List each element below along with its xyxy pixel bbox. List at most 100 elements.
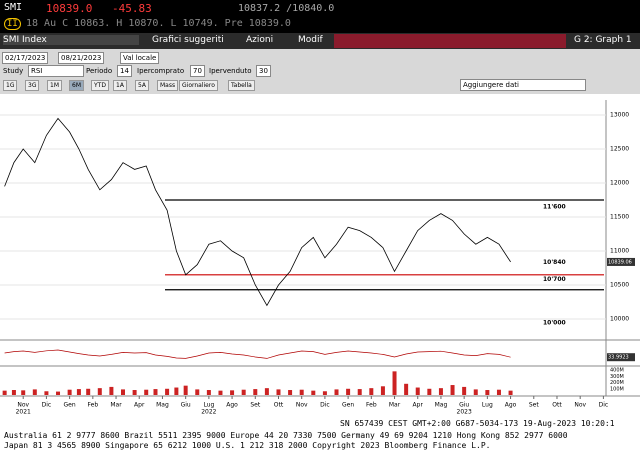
chart-bg [0,95,640,425]
y-tick-label: 11500 [610,214,629,221]
y-tick-label: 12000 [610,180,629,187]
last-price: 10839.0 [46,2,93,15]
range-button[interactable]: Giornaliero [179,80,218,91]
volume-bar [288,390,293,395]
volume-bar [264,388,269,395]
volume-bar [153,389,158,395]
status: SN 657439 CEST GMT+2:00 G687-5034-173 19… [340,419,615,428]
x-tick-label: Ott [552,402,562,409]
x-tick-label: Ago [226,402,238,409]
volume-bar [473,389,478,395]
volume-bar [508,390,513,395]
range-button[interactable]: 1M [47,80,62,91]
volume-bar [183,385,188,395]
quote-header: SMI 10839.0 -45.83 10837.2 /10840.0 II 1… [0,0,640,33]
range-button[interactable]: 1G [3,80,18,91]
last-label: 10839.06 [608,259,632,265]
volume-bar [253,389,258,395]
volume-bar [97,388,102,395]
x-tick-label: Dic [320,402,330,409]
volume-bar [392,371,397,395]
volume-bar [67,389,72,395]
rsi-line [4,349,511,359]
volume-bar [174,387,179,395]
y-tick-label: 13000 [610,112,629,119]
year-label: 2021 [16,409,31,416]
bid-ask: 10837.2 /10840.0 [238,3,335,14]
volume-bar [415,387,420,395]
volume-bar [195,389,200,395]
range-button[interactable]: 1A [113,80,127,91]
period[interactable]: 14 [117,65,132,77]
x-tick-label: Gen [64,402,76,409]
y-tick-label: 10500 [610,282,629,289]
x-tick-label: Nov [17,402,29,409]
ticker: SMI [4,2,23,13]
x-tick-label: Ago [505,402,517,409]
x-tick-label: Feb [88,402,99,409]
volume-tick-label: 300M [610,374,624,380]
flag: II [4,18,21,30]
volume-bar [496,389,501,395]
volume-bar [357,389,362,395]
volume-tick-label: 400M [610,368,624,374]
change: -45.83 [112,2,152,15]
study-label: Study [3,67,24,75]
volume-bar [44,391,49,395]
volume-bar [2,390,7,395]
volume-bar [218,390,223,395]
x-tick-label: Mag [435,402,448,409]
annotation: 10'840 [543,259,566,266]
os[interactable]: 30 [256,65,271,77]
volume-bar [144,389,149,395]
start-date[interactable]: 02/17/2023 [2,52,49,64]
currency[interactable]: Val locale [120,52,160,64]
menu[interactable]: Modif [298,35,323,45]
range-button[interactable]: 3G [25,80,40,91]
range-button[interactable]: Mass [157,80,179,91]
volume-bar [132,390,137,395]
volume-bar [299,389,304,395]
table-button[interactable]: Tabella [228,80,255,91]
study[interactable]: RSI [28,65,84,77]
x-tick-label: Giu [459,402,469,409]
menu[interactable]: Grafici suggeriti [152,35,224,45]
volume-bar [311,390,316,395]
x-tick-label: Giu [181,402,191,409]
ob[interactable]: 70 [190,65,205,77]
volume-bar [485,390,490,395]
range-button[interactable]: 6M [69,80,84,91]
volume-bar [462,386,467,395]
x-tick-label: Lug [203,402,214,409]
x-tick-label: Lug [482,402,493,409]
volume-bar [230,390,235,395]
volume-tick-label: 200M [610,380,624,386]
volume-bar [404,383,409,395]
graph-label: G 2: Graph 1 [574,35,632,45]
y-tick-label: 10000 [610,316,629,323]
security[interactable]: SMI Index [3,35,139,45]
volume-bar [206,390,211,395]
x-tick-label: Apr [134,402,145,409]
year-label: 2022 [201,409,216,416]
volume-bar [322,391,327,395]
range-button[interactable]: 5A [135,80,149,91]
footer-line: Australia 61 2 9777 8600 Brazil 5511 239… [4,431,568,440]
annotation: 10'000 [543,320,566,327]
volume-bar [109,386,114,395]
add-data[interactable]: Aggiungere dati [460,79,586,91]
range-button[interactable]: YTD [91,80,109,91]
x-tick-label: Apr [413,402,424,409]
x-tick-label: Nov [296,402,308,409]
menu[interactable]: Azioni [246,35,274,45]
volume-bar [276,389,281,395]
x-tick-label: Mar [110,402,122,409]
x-tick-label: Dic [599,402,609,409]
footer: Australia 61 2 9777 8600 Brazil 5511 239… [4,431,568,451]
x-tick-label: Mar [389,402,401,409]
volume-tick-label: 100M [610,386,624,392]
annotation: 10'700 [543,276,566,283]
volume-bar [32,389,37,395]
end-date[interactable]: 08/21/2023 [58,52,105,64]
